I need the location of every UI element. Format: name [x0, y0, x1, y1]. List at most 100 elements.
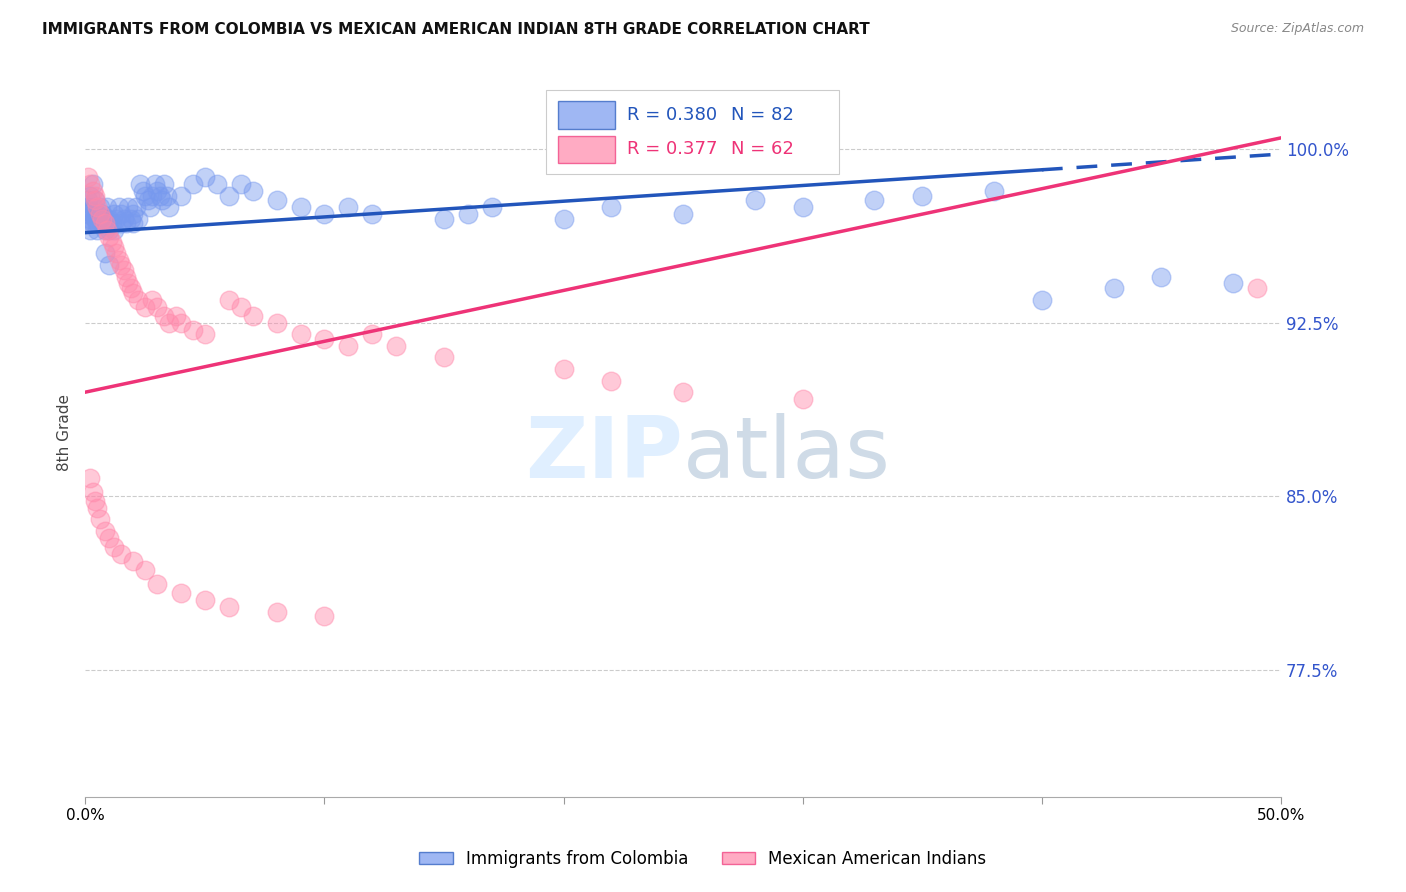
Point — [98, 258, 121, 272]
Point — [115, 216, 138, 230]
Point — [110, 547, 132, 561]
Point — [120, 281, 142, 295]
Point — [79, 204, 101, 219]
Point — [89, 200, 111, 214]
Text: atlas: atlas — [683, 413, 891, 496]
Point — [89, 512, 111, 526]
Point — [120, 211, 142, 226]
Point — [218, 600, 240, 615]
Point — [100, 235, 122, 249]
Point — [93, 211, 115, 226]
Point — [1102, 281, 1125, 295]
Point — [141, 293, 163, 307]
Point — [229, 177, 252, 191]
Point — [266, 194, 288, 208]
Point — [93, 524, 115, 538]
Point — [361, 207, 384, 221]
Point — [1246, 281, 1268, 295]
Point — [194, 170, 217, 185]
Point — [218, 293, 240, 307]
Text: R = 0.380: R = 0.380 — [627, 106, 717, 124]
Point — [103, 223, 125, 237]
Point — [82, 207, 104, 221]
Point — [194, 593, 217, 607]
Point — [127, 293, 149, 307]
Point — [79, 211, 101, 226]
Point — [134, 188, 156, 202]
Point — [361, 327, 384, 342]
Point — [112, 211, 135, 226]
Legend: Immigrants from Colombia, Mexican American Indians: Immigrants from Colombia, Mexican Americ… — [413, 844, 993, 875]
Point — [86, 223, 108, 237]
Point — [86, 216, 108, 230]
Point — [122, 285, 145, 300]
Point — [337, 339, 360, 353]
Point — [110, 207, 132, 221]
Point — [1031, 293, 1053, 307]
Text: N = 62: N = 62 — [731, 140, 794, 159]
Text: R = 0.377: R = 0.377 — [627, 140, 717, 159]
Point — [79, 471, 101, 485]
Point — [110, 258, 132, 272]
Point — [290, 327, 312, 342]
Point — [205, 177, 228, 191]
Point — [146, 184, 169, 198]
Point — [91, 216, 114, 230]
Point — [672, 207, 695, 221]
Point — [91, 211, 114, 226]
Point — [153, 177, 176, 191]
Point — [792, 392, 814, 406]
Point — [1222, 277, 1244, 291]
Point — [108, 253, 131, 268]
Point — [98, 223, 121, 237]
Point — [181, 323, 204, 337]
Point — [148, 188, 170, 202]
Point — [93, 246, 115, 260]
Point — [672, 385, 695, 400]
Point — [134, 563, 156, 577]
Point — [117, 200, 139, 214]
Point — [117, 277, 139, 291]
Text: IMMIGRANTS FROM COLOMBIA VS MEXICAN AMERICAN INDIAN 8TH GRADE CORRELATION CHART: IMMIGRANTS FROM COLOMBIA VS MEXICAN AMER… — [42, 22, 870, 37]
Point — [76, 170, 98, 185]
Point — [457, 207, 479, 221]
Point — [134, 300, 156, 314]
Point — [314, 207, 336, 221]
Point — [136, 194, 159, 208]
Point — [433, 351, 456, 365]
Y-axis label: 8th Grade: 8th Grade — [58, 394, 72, 471]
Point — [242, 309, 264, 323]
Point — [110, 216, 132, 230]
Point — [157, 316, 180, 330]
Point — [100, 216, 122, 230]
Point — [103, 239, 125, 253]
Point — [744, 194, 766, 208]
Point — [266, 605, 288, 619]
Point — [792, 200, 814, 214]
Point — [82, 484, 104, 499]
Point — [96, 200, 118, 214]
Point — [89, 211, 111, 226]
Point — [84, 493, 107, 508]
Point — [150, 194, 173, 208]
Point — [115, 269, 138, 284]
Point — [84, 211, 107, 226]
Point — [553, 211, 575, 226]
Point — [132, 184, 155, 198]
Point — [242, 184, 264, 198]
Point — [141, 188, 163, 202]
Point — [79, 177, 101, 191]
Point — [170, 188, 193, 202]
Point — [82, 216, 104, 230]
Point — [105, 211, 128, 226]
Point — [112, 262, 135, 277]
Point — [290, 200, 312, 214]
Point — [139, 200, 162, 214]
Point — [76, 200, 98, 214]
Point — [122, 207, 145, 221]
Point — [433, 211, 456, 226]
Point — [98, 211, 121, 226]
Point — [157, 200, 180, 214]
Point — [314, 332, 336, 346]
Point — [84, 194, 107, 208]
